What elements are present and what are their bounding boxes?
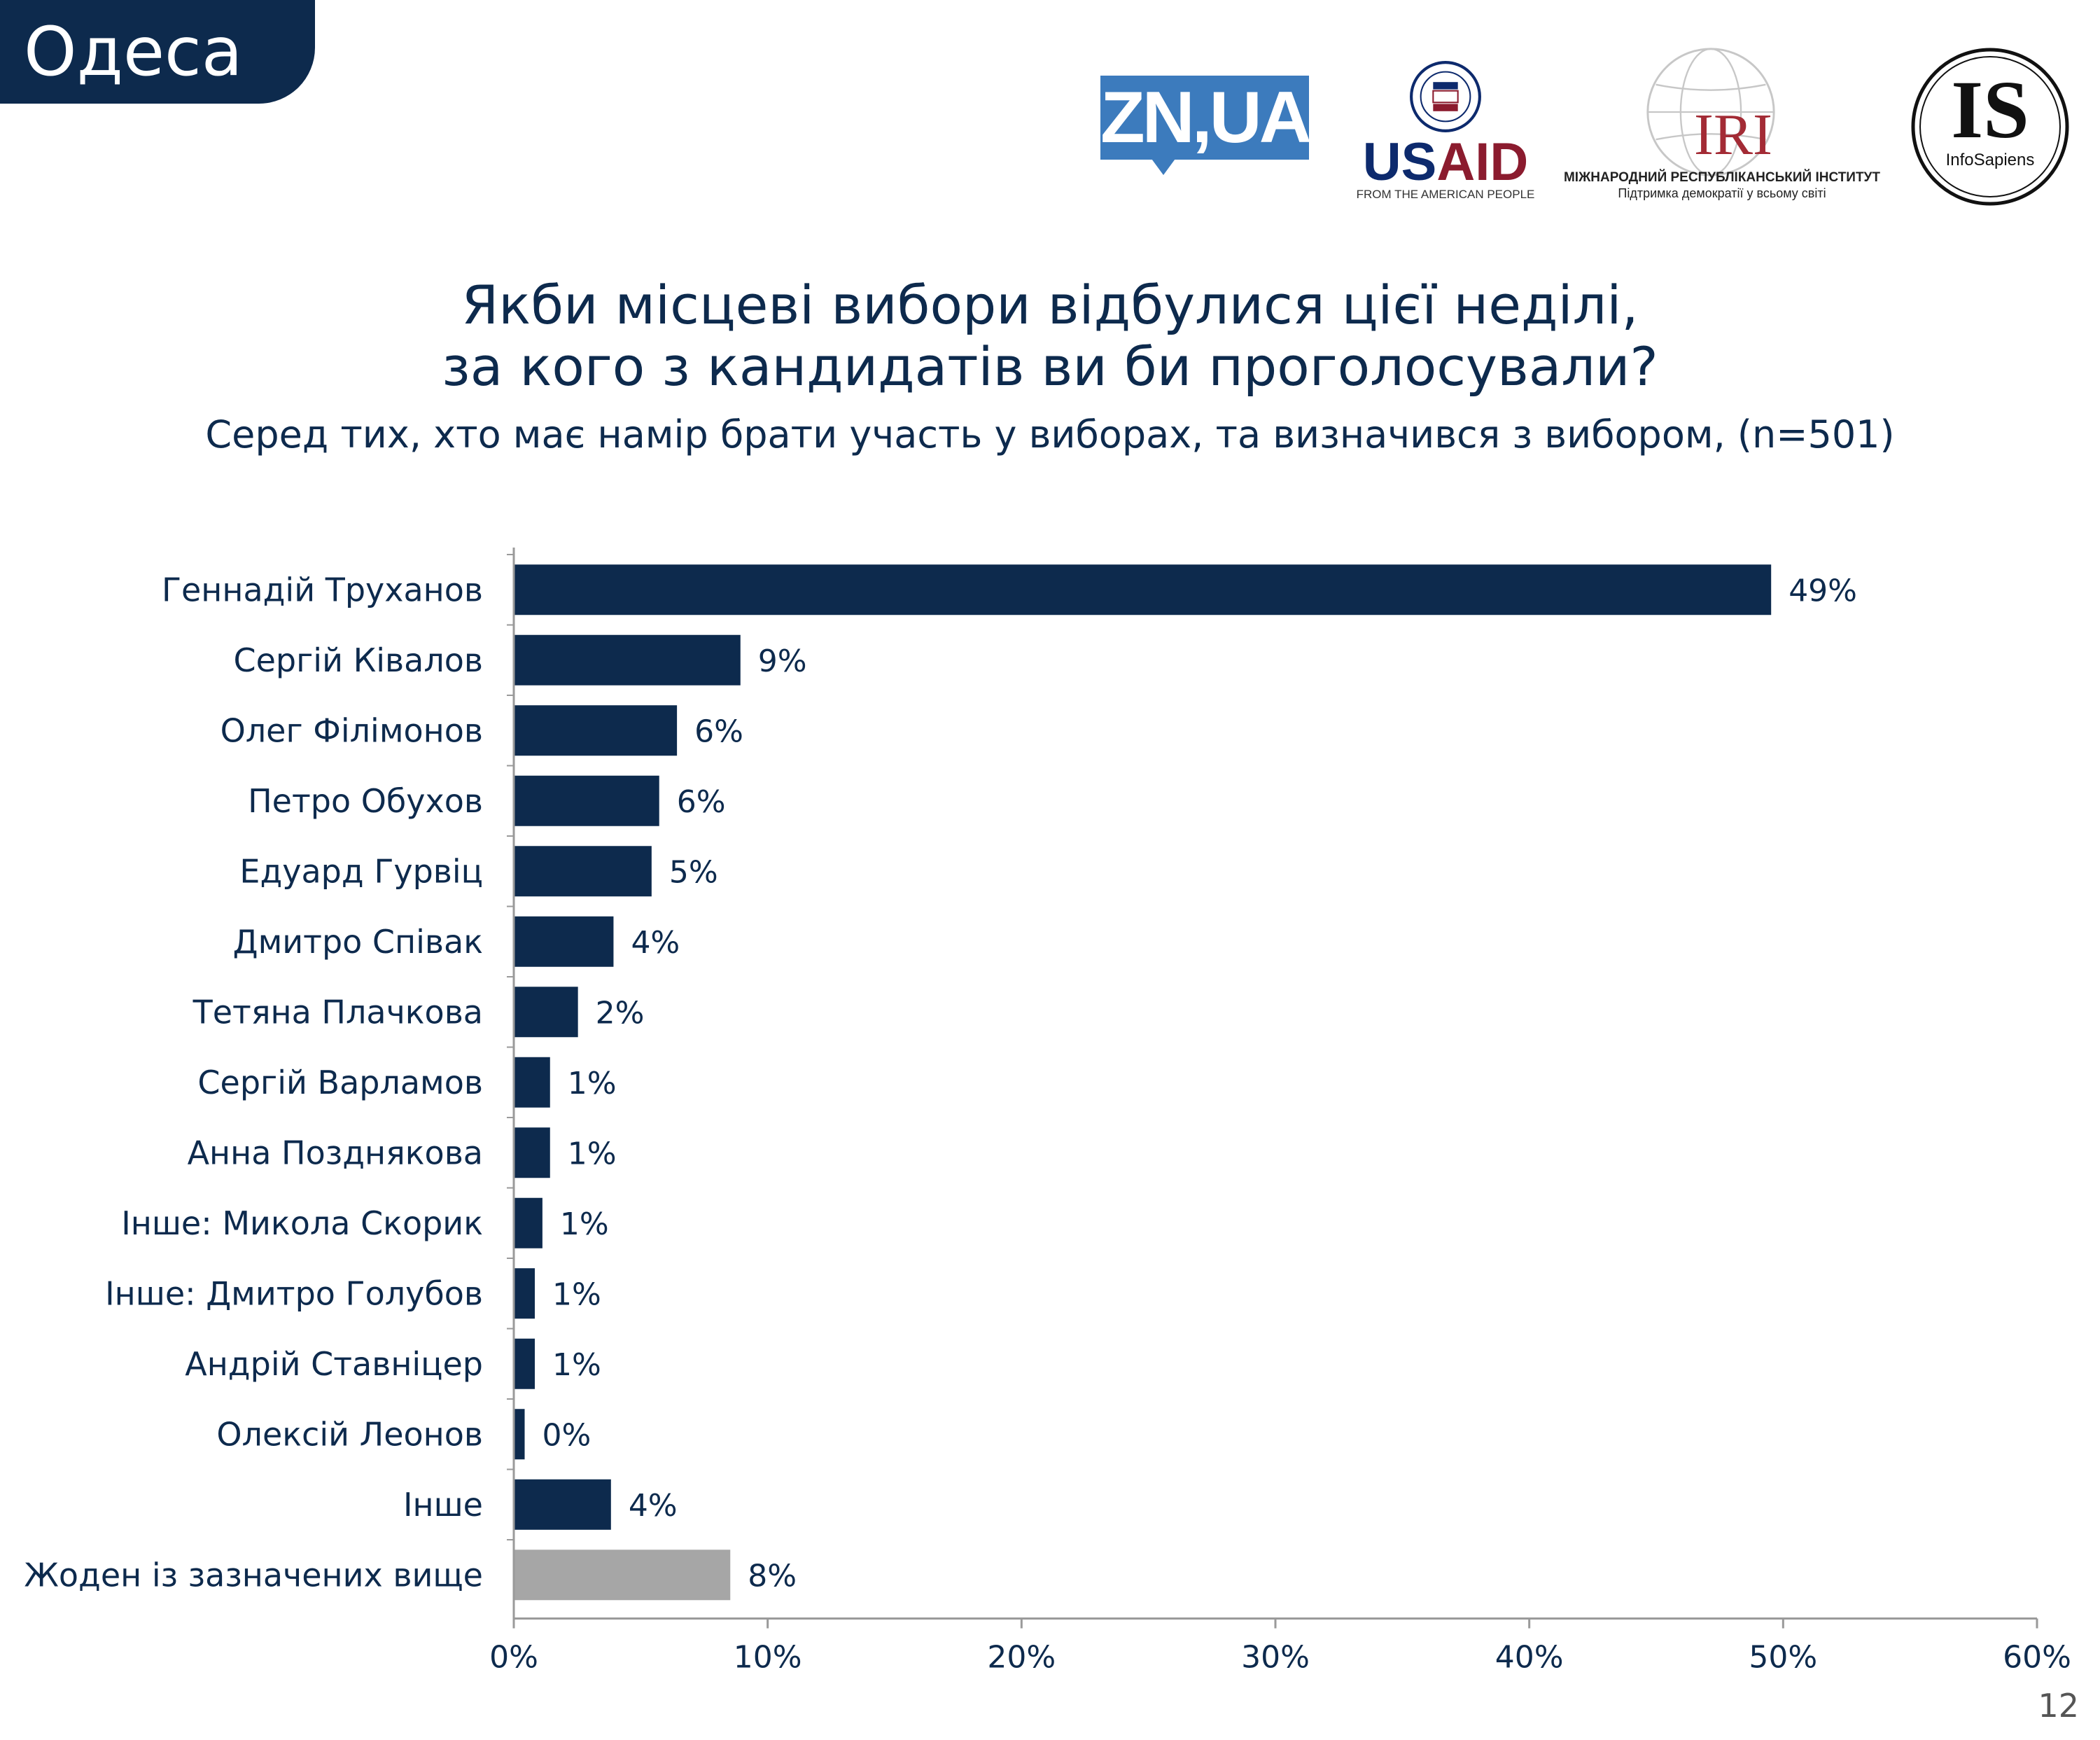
usaid-seal-icon: [1410, 61, 1481, 132]
zn-ua-logo: ZN,UA: [1100, 76, 1312, 160]
value-label: 6%: [677, 784, 726, 820]
infosapiens-logo: IS InfoSapiens: [1911, 48, 2069, 206]
value-label: 49%: [1788, 573, 1857, 608]
value-label: 6%: [694, 714, 743, 749]
value-label: 4%: [629, 1488, 678, 1524]
category-label: Петро Обухов: [248, 782, 483, 820]
category-label: Олег Філімонов: [220, 711, 483, 749]
value-label: 1%: [552, 1276, 601, 1312]
chart-title-line2: за кого з кандидатів ви би проголосували…: [442, 335, 1658, 398]
category-label: Андрій Ставніцер: [185, 1345, 483, 1383]
value-label: 8%: [748, 1558, 797, 1594]
infosapiens-is: IS: [1951, 64, 2029, 155]
bar-7: [514, 987, 578, 1038]
page-number: 12: [2038, 1687, 2079, 1725]
iri-tagline-1: МІЖНАРОДНИЙ РЕСПУБЛІКАНСЬКИЙ ІНСТИТУТ: [1563, 170, 1880, 185]
value-label: 2%: [596, 995, 645, 1031]
bar-5: [514, 846, 652, 897]
value-label: 1%: [552, 1347, 601, 1383]
x-tick-label: 60%: [2003, 1640, 2071, 1676]
iri-globe-icon: [1646, 48, 1775, 176]
category-label: Анна Позднякова: [188, 1134, 483, 1171]
value-label: 1%: [560, 1206, 609, 1242]
value-label: 0%: [542, 1417, 592, 1453]
usaid-aid: AID: [1436, 132, 1529, 192]
x-tick-label: 50%: [1749, 1640, 1817, 1676]
value-label: 4%: [631, 925, 680, 961]
value-label: 5%: [669, 854, 718, 890]
zn-ua-logo-tail: [1148, 154, 1179, 175]
bar-3: [514, 705, 678, 756]
bar-15: [514, 1550, 731, 1601]
bar-13: [514, 1409, 525, 1460]
category-label: Дмитро Співак: [233, 923, 483, 961]
category-label: Інше: [403, 1486, 483, 1524]
usaid-us: US: [1362, 132, 1437, 192]
iri-wordmark: IRI: [1694, 102, 1772, 167]
x-tick-label: 40%: [1495, 1640, 1564, 1676]
x-tick-label: 30%: [1241, 1640, 1310, 1676]
value-label: 1%: [568, 1136, 617, 1171]
bar-9: [514, 1127, 550, 1178]
city-tab: Одеса: [0, 0, 315, 104]
bar-14: [514, 1479, 611, 1530]
category-label: Інше: Дмитро Голубов: [105, 1274, 483, 1312]
category-label: Едуард Гурвіц: [239, 852, 483, 890]
value-label: 9%: [758, 643, 807, 679]
category-label: Інше: Микола Скорик: [121, 1204, 483, 1242]
category-label: Олексій Леонов: [216, 1415, 483, 1453]
bar-12: [514, 1338, 536, 1389]
iri-tagline-2: Підтримка демократії у всьому світі: [1618, 186, 1826, 200]
value-label: 1%: [568, 1066, 617, 1101]
bar-8: [514, 1057, 550, 1108]
bar-10: [514, 1197, 542, 1248]
x-tick-label: 10%: [734, 1640, 802, 1676]
category-label: Геннадій Труханов: [162, 571, 483, 608]
bar-11: [514, 1268, 536, 1319]
infosapiens-name: InfoSapiens: [1946, 151, 2035, 169]
bar-4: [514, 775, 659, 826]
category-label: Тетяна Плачкова: [192, 993, 483, 1031]
x-tick-label: 20%: [987, 1640, 1056, 1676]
usaid-wordmark: USAID: [1351, 134, 1540, 190]
usaid-tagline: FROM THE AMERICAN PEOPLE: [1356, 188, 1535, 201]
chart-subtitle: Серед тих, хто має намір брати участь у …: [205, 412, 1895, 457]
category-label: Сергій Ківалов: [234, 641, 483, 679]
bar-6: [514, 916, 614, 967]
chart-title-line1: Якби місцеві вибори відбулися цієї неділ…: [461, 274, 1639, 336]
category-label: Сергій Варламов: [197, 1064, 483, 1101]
category-label: Жоден із зазначених вище: [24, 1556, 483, 1594]
bar-2: [514, 634, 741, 685]
x-tick-label: 0%: [489, 1640, 538, 1676]
bar-1: [514, 564, 1772, 615]
